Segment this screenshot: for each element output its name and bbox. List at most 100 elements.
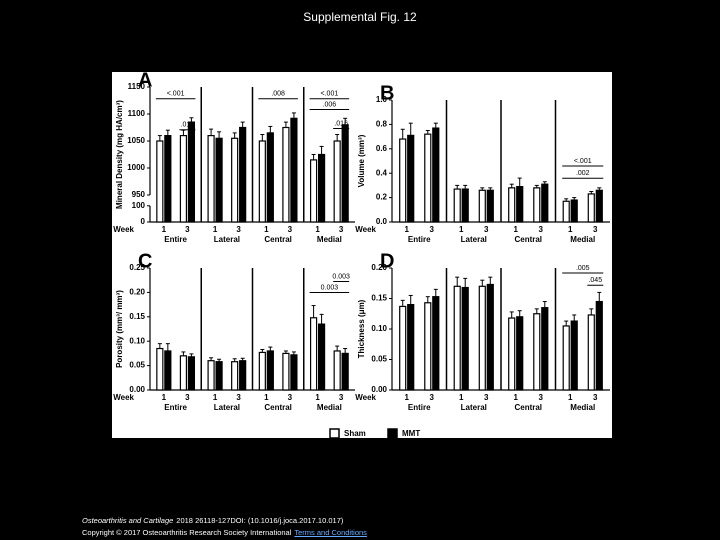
y-tick-label: 1.0	[376, 95, 388, 104]
legend-label: Sham	[344, 429, 366, 438]
week-label: 3	[339, 393, 344, 402]
annotation: .002	[576, 170, 590, 177]
annotation: .045	[588, 277, 602, 284]
y-tick-label: 1000	[127, 163, 145, 172]
bar	[541, 183, 549, 223]
bar	[453, 285, 461, 391]
y-tick-label: 0.05	[129, 361, 145, 370]
bar	[258, 351, 266, 391]
bar	[317, 153, 326, 223]
bar	[258, 140, 266, 223]
bar	[239, 360, 247, 391]
annotation: .005	[576, 265, 590, 272]
bar	[341, 352, 349, 391]
y-tick-label: 1150	[128, 82, 146, 91]
week-label: 1	[264, 225, 269, 234]
week-label: 1	[315, 393, 320, 402]
bar	[508, 317, 516, 391]
y-tick-label: 0.4	[376, 168, 388, 177]
week-label: 3	[236, 225, 241, 234]
bar	[333, 350, 341, 391]
bar	[333, 140, 341, 223]
bar	[215, 361, 223, 391]
group-label: Entire	[408, 403, 431, 412]
bar	[309, 159, 318, 223]
bar	[587, 314, 595, 391]
panel-letter: B	[380, 82, 394, 104]
week-label: 1	[162, 225, 167, 234]
bar	[478, 189, 486, 223]
bar	[516, 186, 524, 223]
group-label: Lateral	[461, 235, 487, 244]
group-label: Entire	[408, 235, 431, 244]
week-label: 1	[568, 225, 573, 234]
group-label: Lateral	[214, 403, 240, 412]
bar	[533, 313, 541, 391]
x-axis-label: Week	[355, 225, 376, 234]
bar	[461, 188, 469, 223]
week-label: 1	[404, 393, 409, 402]
annotation: .010	[181, 122, 195, 129]
y-tick-label: 1050	[127, 136, 145, 145]
y-tick-label: 0	[141, 217, 146, 226]
bar	[533, 187, 541, 223]
week-label: 3	[430, 393, 435, 402]
y-tick-label: 0.10	[129, 336, 145, 345]
bar	[309, 317, 318, 391]
annotation: .006	[323, 101, 337, 108]
group-label: Medial	[317, 235, 342, 244]
bar	[156, 347, 164, 391]
y-tick-label: 1100	[128, 109, 146, 118]
bar	[207, 135, 215, 223]
bar	[486, 189, 494, 223]
bar	[399, 138, 407, 223]
y-axis-label: Porosity (mm³/ mm³)	[115, 290, 124, 368]
week-label: 1	[264, 393, 269, 402]
bar	[266, 132, 274, 223]
week-label: 1	[513, 225, 518, 234]
panel-letter: D	[380, 250, 394, 272]
bar	[179, 135, 188, 223]
week-label: 3	[484, 225, 489, 234]
bar	[399, 305, 407, 391]
bar	[266, 350, 274, 391]
group-label: Medial	[570, 235, 595, 244]
bar	[595, 189, 603, 223]
week-label: 1	[315, 225, 320, 234]
week-label: 1	[568, 393, 573, 402]
annotation: 0.003	[332, 273, 350, 280]
bar	[239, 126, 247, 223]
legend-label: MMT	[402, 429, 420, 438]
bar	[179, 355, 188, 391]
y-axis-label: Thickness (μm)	[357, 299, 366, 358]
journal: Osteoarthritis and Cartilage	[82, 516, 174, 525]
y-tick-label: 0.00	[129, 385, 145, 394]
annotation: <.001	[167, 91, 185, 98]
bar	[231, 361, 239, 391]
panel-letter: C	[138, 250, 152, 272]
y-tick-label: 100	[132, 201, 146, 210]
week-label: 1	[213, 393, 218, 402]
y-tick-label: 950	[132, 190, 146, 199]
group-label: Central	[264, 235, 292, 244]
bar	[407, 304, 415, 391]
bar	[516, 316, 524, 391]
week-label: 3	[288, 393, 293, 402]
terms-link[interactable]: Terms and Conditions	[294, 528, 367, 537]
legend-swatch	[387, 428, 398, 439]
bar	[541, 307, 549, 391]
y-axis-label: Volume (mm³)	[357, 134, 366, 187]
week-label: 3	[430, 225, 435, 234]
y-axis-label: Mineral Density (mg HA/cm³)	[115, 100, 124, 209]
y-tick-label: 0.20	[129, 288, 145, 297]
bar	[461, 286, 469, 391]
annotation: <.001	[574, 158, 592, 165]
week-label: 1	[459, 225, 464, 234]
citation: Osteoarthritis and Cartilage 2018 26118-1…	[82, 516, 346, 525]
week-label: 3	[593, 225, 598, 234]
week-label: 1	[404, 225, 409, 234]
week-label: 3	[236, 393, 241, 402]
bar	[486, 283, 494, 391]
bar	[562, 200, 570, 223]
week-label: 3	[484, 393, 489, 402]
